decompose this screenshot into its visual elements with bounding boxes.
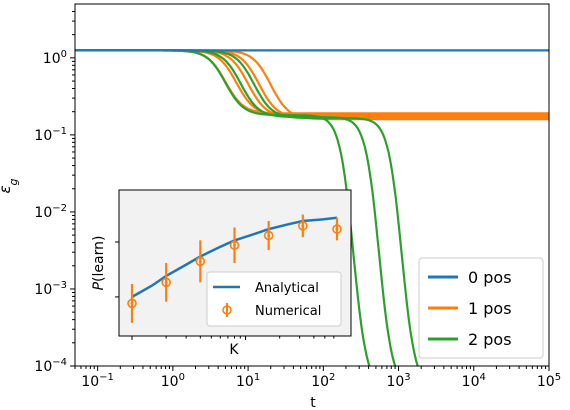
numerical-point-center <box>267 234 271 237</box>
inset-series <box>127 214 342 323</box>
numerical-point-center <box>335 227 339 231</box>
numerical-point-center <box>130 301 134 305</box>
numerical-point <box>229 240 240 251</box>
main-y-tick-label: 100 <box>43 49 67 67</box>
main-y-tick-label: 10−3 <box>34 280 67 298</box>
inset-legend-box <box>206 271 342 327</box>
legend-swatch-Numerical <box>222 305 232 315</box>
numerical-point-center <box>301 224 305 228</box>
numerical-point <box>195 256 206 267</box>
legend-label-Numerical: Numerical <box>255 304 321 319</box>
main-y-tick-label: 10−4 <box>34 357 67 375</box>
inset-chart: K P(learn) Analytical Numerical <box>91 189 352 358</box>
numerical-point <box>161 277 171 288</box>
main-x-tick-label: 102 <box>311 372 335 390</box>
inset-ticks <box>115 241 335 340</box>
legend-label-0-pos: 0 pos <box>468 268 512 287</box>
main-x-tick-label: 103 <box>386 372 410 390</box>
main-y-tick-label: 10−1 <box>34 126 67 144</box>
legend-label-1-pos: 1 pos <box>468 299 512 318</box>
main-legend-box <box>418 257 544 359</box>
inset-legend: Analytical Numerical <box>206 271 342 327</box>
inset-x-axis-label: K <box>229 342 239 358</box>
legend-label-Analytical: Analytical <box>255 281 319 296</box>
main-y-axis-label: εg <box>0 178 20 193</box>
main-x-tick-label: 101 <box>236 372 260 390</box>
numerical-point <box>127 298 137 309</box>
numerical-point-center <box>198 259 202 263</box>
main-x-tick-label: 10−1 <box>81 372 114 390</box>
main-x-ticks: 10−1 100 101 102 103 104 105 <box>74 366 561 390</box>
numerical-point-center <box>233 243 236 247</box>
main-legend: 0 pos 1 pos 2 pos <box>418 257 544 359</box>
inset-y-axis-label: P(learn) <box>91 236 107 291</box>
numerical-point-center <box>164 280 168 284</box>
main-x-tick-label: 104 <box>462 372 486 390</box>
main-x-tick-label: 105 <box>537 372 561 390</box>
main-x-axis-label: t <box>310 395 316 410</box>
numerical-point <box>298 221 308 231</box>
main-x-tick-label: 100 <box>161 372 185 390</box>
main-y-tick-label: 10−2 <box>34 203 67 221</box>
numerical-point <box>263 230 274 241</box>
main-series-lines <box>75 49 549 366</box>
legend-label-2-pos: 2 pos <box>468 330 512 349</box>
main-y-ticks: 10−4 10−3 10−2 10−1 100 <box>34 10 75 375</box>
numerical-point <box>332 224 342 234</box>
